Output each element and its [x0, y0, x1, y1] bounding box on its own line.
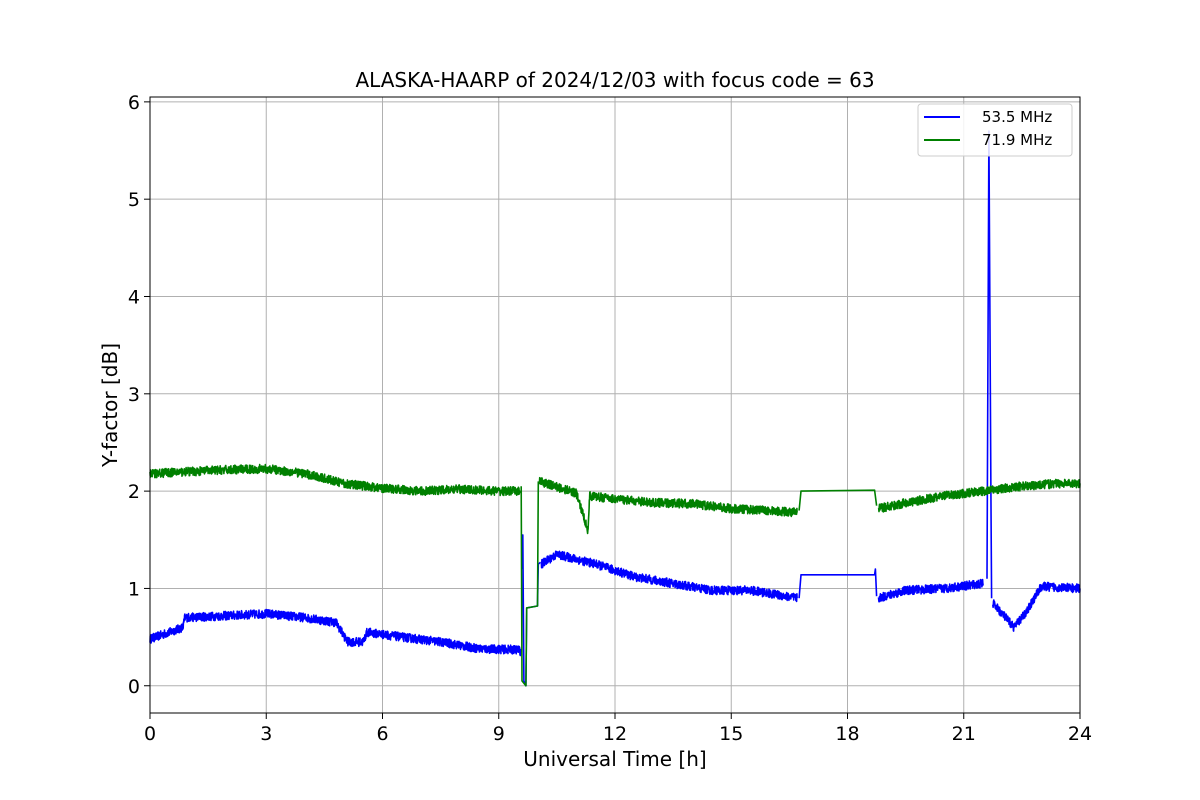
legend-label-71-9: 71.9 MHz	[982, 131, 1052, 149]
y-tick-label: 2	[128, 481, 140, 503]
x-tick-label: 9	[493, 723, 505, 745]
x-axis-label: Universal Time [h]	[523, 747, 706, 771]
legend-label-53-5: 53.5 MHz	[982, 108, 1052, 126]
series-line	[877, 478, 1081, 513]
y-tick-label: 0	[128, 676, 140, 698]
chart-title: ALASKA-HAARP of 2024/12/03 with focus co…	[355, 68, 874, 92]
y-tick-label: 6	[128, 92, 140, 114]
series-line	[149, 608, 522, 657]
series-71-9-mhz	[149, 463, 1081, 687]
y-tick-label: 5	[128, 189, 140, 211]
y-tick-label: 3	[128, 384, 140, 406]
x-tick-label: 0	[144, 723, 156, 745]
x-tick-label: 18	[835, 723, 859, 745]
y-axis: 0 1 2 3 4 5 6	[128, 92, 150, 698]
series-line	[798, 489, 878, 511]
series-line	[992, 581, 1081, 632]
series-line	[149, 463, 521, 497]
x-tick-label: 6	[376, 723, 388, 745]
series-line	[798, 568, 878, 599]
series-line	[520, 481, 540, 687]
series-line	[877, 578, 984, 603]
y-tick-label: 4	[128, 286, 140, 308]
x-tick-label: 3	[260, 723, 272, 745]
series-line	[538, 476, 798, 535]
series-53-5-mhz	[149, 130, 1081, 687]
x-axis: 0 3 6 9 12 15 18 21 24	[144, 713, 1092, 745]
y-tick-label: 1	[128, 578, 140, 600]
series-line	[540, 550, 798, 603]
x-tick-label: 24	[1068, 723, 1092, 745]
series-layer	[149, 130, 1081, 687]
x-tick-label: 15	[719, 723, 743, 745]
y-axis-label: Y-factor [dB]	[98, 343, 122, 468]
legend: 53.5 MHz 71.9 MHz	[917, 103, 1073, 157]
x-tick-label: 12	[603, 723, 627, 745]
series-line	[986, 130, 993, 599]
x-tick-label: 21	[952, 723, 976, 745]
